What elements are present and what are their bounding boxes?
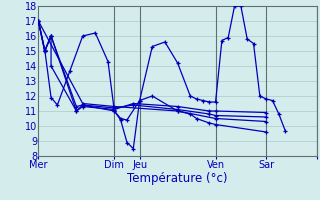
X-axis label: Température (°c): Température (°c) [127,172,228,185]
